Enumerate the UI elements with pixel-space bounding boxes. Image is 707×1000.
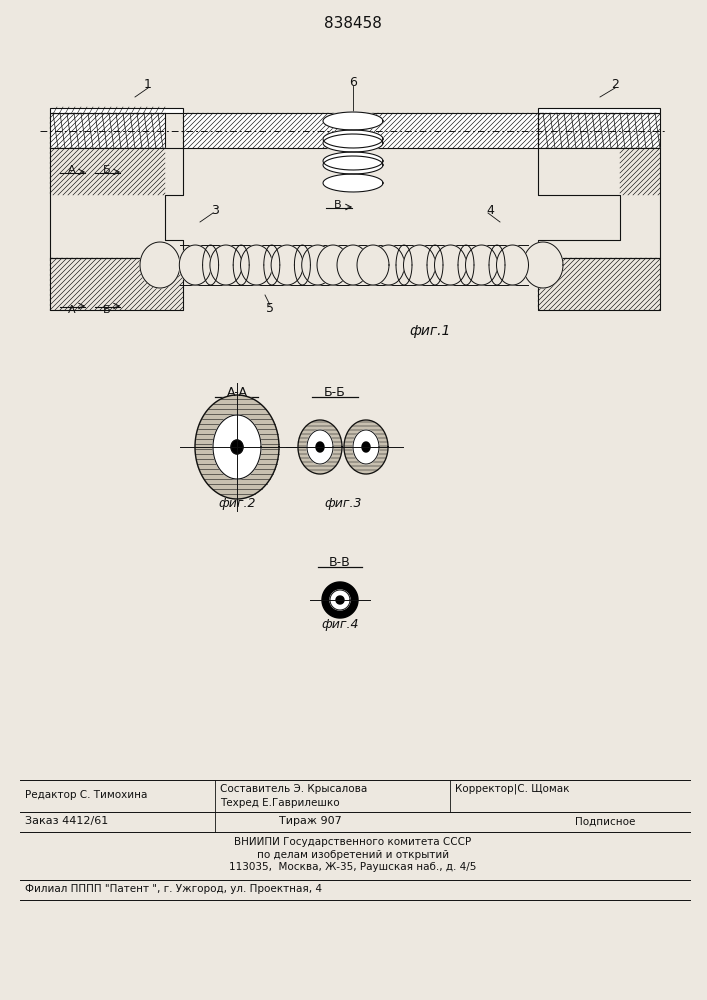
Text: 113035,  Москва, Ж-35, Раушская наб., д. 4/5: 113035, Москва, Ж-35, Раушская наб., д. … (229, 862, 477, 872)
Text: Техред Е.Гаврилешко: Техред Е.Гаврилешко (220, 798, 339, 808)
Text: фиг.4: фиг.4 (321, 618, 358, 631)
Polygon shape (323, 156, 383, 174)
Polygon shape (357, 245, 389, 285)
Polygon shape (538, 258, 660, 310)
Text: A-A: A-A (226, 386, 247, 399)
Polygon shape (316, 442, 324, 452)
Polygon shape (322, 582, 358, 618)
Text: Составитель Э. Крысалова: Составитель Э. Крысалова (220, 784, 367, 794)
Text: фиг.1: фиг.1 (409, 324, 450, 338)
Text: 5: 5 (266, 302, 274, 314)
Text: В: В (334, 200, 341, 210)
Text: фиг.3: фиг.3 (325, 497, 362, 510)
Polygon shape (307, 430, 333, 464)
Polygon shape (323, 152, 383, 170)
Text: Заказ 4412/61: Заказ 4412/61 (25, 816, 108, 826)
Polygon shape (465, 245, 498, 285)
Text: по делам изобретений и открытий: по делам изобретений и открытий (257, 850, 449, 860)
Polygon shape (195, 395, 279, 499)
Polygon shape (323, 112, 383, 130)
Text: А: А (68, 305, 76, 315)
Polygon shape (336, 596, 344, 604)
Polygon shape (50, 258, 183, 310)
Polygon shape (323, 174, 383, 192)
Polygon shape (538, 148, 660, 258)
Polygon shape (317, 245, 349, 285)
Polygon shape (298, 420, 342, 474)
Polygon shape (337, 245, 369, 285)
Text: 4: 4 (486, 204, 494, 217)
Bar (50, 108, 183, 113)
Text: фиг.2: фиг.2 (218, 497, 256, 510)
Polygon shape (344, 420, 388, 474)
Polygon shape (373, 245, 404, 285)
Polygon shape (353, 430, 379, 464)
Bar (50, 113, 165, 148)
Text: Филиал ПППП "Патент ", г. Ужгород, ул. Проектная, 4: Филиал ПППП "Патент ", г. Ужгород, ул. П… (25, 884, 322, 894)
Polygon shape (323, 130, 383, 148)
Text: В-В: В-В (329, 556, 351, 570)
Text: Б-Б: Б-Б (324, 386, 346, 399)
Polygon shape (404, 245, 436, 285)
Polygon shape (240, 245, 272, 285)
Text: Подписное: Подписное (575, 817, 636, 827)
Text: Редактор С. Тимохина: Редактор С. Тимохина (25, 790, 147, 800)
Polygon shape (302, 245, 334, 285)
Polygon shape (210, 245, 242, 285)
Text: ВНИИПИ Государственного комитета СССР: ВНИИПИ Государственного комитета СССР (235, 837, 472, 847)
Polygon shape (50, 148, 183, 258)
Bar (183, 113, 538, 148)
Text: 2: 2 (611, 79, 619, 92)
Polygon shape (140, 242, 180, 288)
Polygon shape (435, 245, 467, 285)
Text: Тираж 907: Тираж 907 (279, 816, 341, 826)
Polygon shape (496, 245, 529, 285)
Polygon shape (180, 245, 211, 285)
Text: А: А (68, 165, 76, 175)
Polygon shape (330, 590, 350, 610)
Bar (538, 108, 660, 113)
Text: 1: 1 (144, 79, 152, 92)
Text: Корректор|С. Щомак: Корректор|С. Щомак (455, 784, 570, 794)
Polygon shape (323, 134, 383, 152)
Polygon shape (271, 245, 303, 285)
Polygon shape (231, 440, 243, 454)
Text: Б: Б (103, 165, 111, 175)
Polygon shape (523, 242, 563, 288)
Text: Б: Б (103, 305, 111, 315)
Text: 838458: 838458 (324, 15, 382, 30)
Polygon shape (362, 442, 370, 452)
Bar (538, 113, 660, 148)
Text: 3: 3 (211, 204, 219, 217)
Polygon shape (213, 415, 261, 479)
Text: 6: 6 (349, 76, 357, 89)
